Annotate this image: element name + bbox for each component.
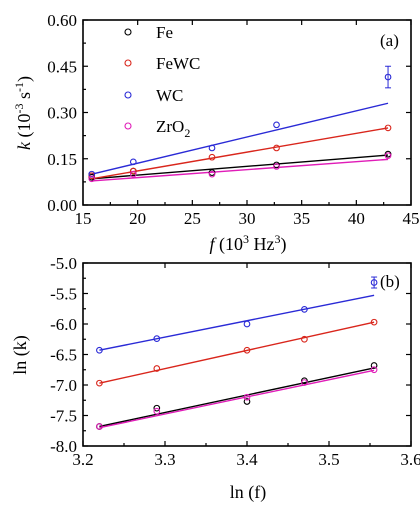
point-fewc	[384, 124, 392, 132]
x-tick-label: 30	[239, 209, 256, 228]
panel-a-label: (a)	[380, 31, 399, 50]
x-tick-label: 20	[129, 209, 146, 228]
legend-label-fe: Fe	[156, 23, 173, 42]
panel-a-x-axis-label: f (103 Hz3)	[209, 232, 286, 255]
y-tick-label: 0.30	[47, 104, 77, 123]
point-zro	[384, 152, 392, 160]
point-fewc	[153, 365, 161, 372]
point-fewc	[208, 153, 216, 161]
fit-line-zro	[91, 158, 389, 182]
x-tick-label: 3.3	[154, 450, 175, 469]
legend-marker-zro2	[124, 122, 132, 130]
point-fewc	[370, 318, 378, 326]
legend-marker-fe	[124, 28, 132, 36]
panel-b-data-points	[96, 276, 378, 430]
point-fewc	[129, 167, 137, 175]
panel-a: 15 20 25 30 35 40 45 0.00 0.15 0.30 0.45 0.60 (a) F…	[12, 11, 420, 255]
panel-a-ticks: 15 20 25 30 35 40 45 0.00 0.15 0.30 0.45 0.60	[47, 11, 419, 228]
point-zro2	[243, 393, 251, 401]
legend-label-zro2: ZrO2	[156, 117, 190, 140]
panel-b-x-axis-label: ln (f)	[230, 482, 266, 503]
point-zro2	[153, 407, 161, 415]
point-fewc	[273, 144, 280, 152]
panel-a-y-axis-label: k (10-3 s-1)	[12, 76, 35, 150]
point-wc	[88, 170, 96, 178]
fit-line-wc	[99, 294, 375, 351]
point-wc	[208, 144, 216, 152]
point-wc	[301, 306, 308, 313]
x-tick-label: 3.4	[236, 450, 258, 469]
point-zro2	[370, 366, 378, 374]
x-tick-label: 3.2	[72, 450, 93, 469]
legend-marker-wc	[124, 91, 132, 99]
point-fewc	[243, 346, 251, 354]
y-tick-label: -6.0	[50, 315, 77, 334]
legend-item-wc: WC	[124, 86, 183, 105]
fit-line-fewc	[91, 127, 389, 180]
panel-b-y-axis-label: ln (k)	[10, 335, 31, 375]
point-wc	[243, 320, 251, 328]
x-tick-label: 15	[75, 209, 92, 228]
point-wc	[370, 279, 378, 286]
fit-line-fewc	[99, 321, 375, 384]
y-tick-label: -5.5	[50, 285, 77, 304]
point-zro	[273, 163, 280, 170]
fit-line-zro2	[99, 369, 375, 429]
point-zro2	[301, 379, 308, 386]
point-zro	[88, 175, 96, 183]
point-fe	[243, 398, 251, 405]
y-tick-label: 0.00	[47, 196, 77, 215]
x-tick-label: 45	[403, 209, 420, 228]
y-tick-label: -7.0	[50, 376, 77, 395]
panel-b-fit-lines	[99, 294, 375, 429]
point-zro	[208, 170, 216, 178]
panel-a-fit-lines	[91, 102, 389, 182]
fit-line-fe	[91, 154, 389, 180]
point-zro2	[96, 423, 103, 430]
point-fe	[153, 404, 161, 412]
x-tick-label: 3.6	[400, 450, 420, 469]
panel-b: 3.2 3.3 3.4 3.5 3.6 -5.0 -5.5 -6.0 -6.5 -7.0 -7.5 -…	[10, 254, 420, 503]
x-tick-label: 35	[293, 209, 310, 228]
point-zro	[129, 170, 137, 178]
point-fewc	[96, 379, 103, 387]
point-wc	[384, 73, 392, 81]
panel-a-data-points	[88, 65, 392, 183]
point-fe	[370, 362, 378, 369]
point-wc	[129, 158, 137, 166]
y-tick-label: -7.5	[50, 407, 77, 426]
point-wc	[153, 335, 161, 342]
panel-a-legend: Fe FeWC WC ZrO2	[124, 23, 200, 140]
legend-item-fe: Fe	[124, 23, 173, 42]
panel-b-plot-frame	[82, 262, 412, 447]
y-tick-label: 0.15	[47, 150, 77, 169]
x-tick-label: 40	[348, 209, 365, 228]
panel-b-label: (b)	[380, 272, 400, 291]
y-tick-label: 0.60	[47, 11, 77, 30]
point-wc	[273, 121, 280, 129]
y-tick-label: 0.45	[47, 57, 77, 76]
y-tick-label: -5.0	[50, 254, 77, 273]
x-tick-label: 3.5	[318, 450, 339, 469]
legend-label-fewc: FeWC	[156, 54, 200, 73]
point-wc	[96, 346, 103, 354]
fit-line-fe	[99, 367, 375, 428]
x-tick-label: 25	[184, 209, 201, 228]
legend-item-fewc: FeWC	[124, 54, 200, 73]
fit-line-wc	[91, 102, 389, 175]
legend-item-zro2: ZrO2	[124, 117, 190, 140]
legend-label-wc: WC	[156, 86, 183, 105]
panel-b-ticks: 3.2 3.3 3.4 3.5 3.6 -5.0 -5.5 -6.0 -6.5 -7.0 -7.5 -…	[50, 254, 420, 469]
y-tick-label: -6.5	[50, 346, 77, 365]
legend-marker-fewc	[124, 59, 132, 67]
y-tick-label: -8.0	[50, 437, 77, 456]
point-fewc	[301, 335, 308, 343]
